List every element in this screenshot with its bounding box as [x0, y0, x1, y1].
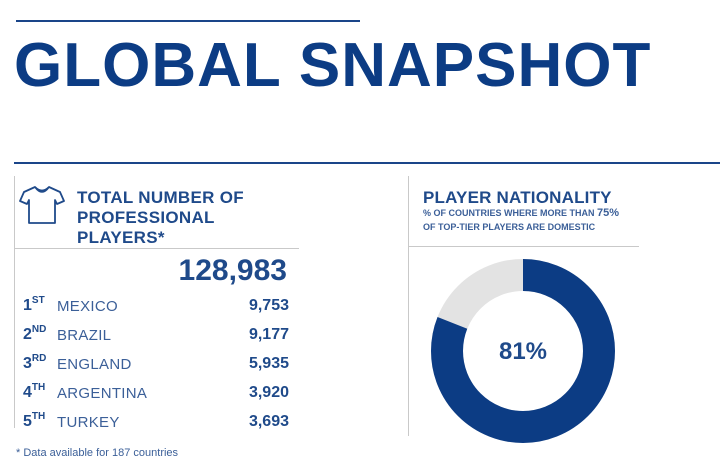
nationality-heading: PLAYER NATIONALITY — [423, 188, 612, 207]
country-name: ENGLAND — [57, 356, 132, 373]
total-players-value: 128,983 — [178, 254, 287, 287]
country-ranking-list: 1ST MEXICO 9,753 2ND BRAZIL 9,177 3RD EN… — [23, 294, 289, 439]
footnote: * Data available for 187 countries — [16, 447, 179, 459]
ranking-row: 1ST MEXICO 9,753 — [23, 294, 289, 323]
total-players-panel: TOTAL NUMBER OF PROFESSIONAL PLAYERS* 12… — [14, 176, 299, 431]
player-count: 9,177 — [248, 326, 289, 343]
donut-center-label: 81% — [499, 338, 547, 365]
rank-number: 3RD — [23, 353, 47, 372]
rank-number: 2ND — [23, 324, 47, 343]
ranking-row: 4TH ARGENTINA 3,920 — [23, 381, 289, 410]
top-rule — [16, 20, 360, 22]
heading-line-2: PROFESSIONAL PLAYERS* — [77, 208, 215, 247]
player-count: 3,920 — [248, 384, 289, 401]
ranking-row: 3RD ENGLAND 5,935 — [23, 352, 289, 381]
player-count: 3,693 — [248, 413, 289, 430]
total-players-heading: TOTAL NUMBER OF PROFESSIONAL PLAYERS* — [77, 188, 299, 248]
nationality-donut-chart: 81% — [431, 259, 615, 443]
panel-divider — [15, 248, 299, 249]
subtitle-percent: 75% — [597, 207, 620, 219]
country-name: TURKEY — [57, 414, 120, 431]
ranking-row: 5TH TURKEY 3,693 — [23, 410, 289, 439]
rank-number: 5TH — [23, 411, 46, 430]
country-name: ARGENTINA — [57, 385, 148, 402]
subtitle-text-a: % of countries where more than — [423, 208, 598, 218]
heading-line-1: TOTAL NUMBER OF — [77, 188, 244, 207]
country-name: MEXICO — [57, 298, 118, 315]
player-count: 5,935 — [248, 355, 289, 372]
rank-number: 1ST — [23, 295, 45, 314]
country-name: BRAZIL — [57, 327, 112, 344]
section-rule — [14, 162, 720, 164]
shirt-icon — [19, 186, 65, 224]
panel-divider — [409, 246, 639, 247]
donut-value-slice — [431, 259, 615, 443]
player-nationality-panel: PLAYER NATIONALITY % of countries where … — [408, 176, 639, 436]
subtitle-text-b: of top-tier players are domestic — [423, 222, 596, 232]
nationality-subtitle: % of countries where more than 75% of to… — [423, 206, 643, 234]
ranking-row: 2ND BRAZIL 9,177 — [23, 323, 289, 352]
rank-number: 4TH — [23, 382, 46, 401]
player-count: 9,753 — [248, 297, 289, 314]
page-title: GLOBAL SNAPSHOT — [14, 31, 652, 100]
